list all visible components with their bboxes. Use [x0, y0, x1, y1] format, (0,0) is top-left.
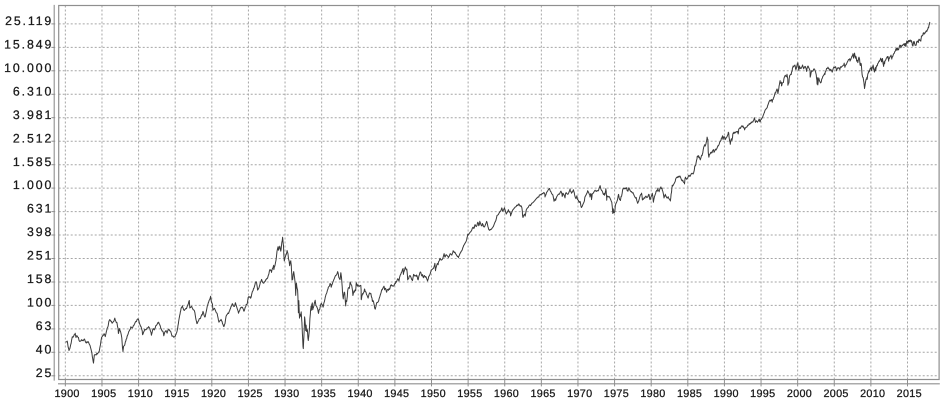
svg-text:2.512: 2.512	[13, 131, 53, 145]
svg-text:100: 100	[27, 296, 53, 310]
svg-text:10.000: 10.000	[4, 61, 53, 75]
svg-text:1900: 1900	[54, 388, 79, 400]
svg-text:1970: 1970	[567, 388, 592, 400]
svg-text:1925: 1925	[238, 388, 263, 400]
svg-text:2005: 2005	[823, 388, 848, 400]
svg-text:1990: 1990	[714, 388, 739, 400]
svg-text:1945: 1945	[384, 388, 409, 400]
svg-text:3.981: 3.981	[13, 108, 53, 122]
svg-text:1910: 1910	[128, 388, 153, 400]
svg-text:2015: 2015	[897, 388, 922, 400]
svg-text:1955: 1955	[457, 388, 482, 400]
svg-text:1985: 1985	[677, 388, 702, 400]
svg-text:1980: 1980	[640, 388, 665, 400]
svg-text:1935: 1935	[311, 388, 336, 400]
svg-text:1960: 1960	[494, 388, 519, 400]
svg-text:631: 631	[27, 202, 53, 216]
svg-text:1975: 1975	[604, 388, 629, 400]
svg-text:1940: 1940	[347, 388, 372, 400]
svg-text:25: 25	[36, 366, 53, 380]
svg-text:2000: 2000	[787, 388, 812, 400]
svg-text:1950: 1950	[421, 388, 446, 400]
svg-text:6.310: 6.310	[13, 84, 53, 98]
svg-text:1.000: 1.000	[13, 178, 53, 192]
svg-text:40: 40	[36, 342, 53, 356]
svg-text:1.585: 1.585	[13, 155, 53, 169]
svg-text:1930: 1930	[274, 388, 299, 400]
svg-text:15.849: 15.849	[4, 38, 53, 52]
svg-text:63: 63	[36, 319, 53, 333]
svg-text:398: 398	[27, 225, 53, 239]
svg-text:1915: 1915	[164, 388, 189, 400]
svg-text:1905: 1905	[91, 388, 116, 400]
svg-text:1965: 1965	[530, 388, 555, 400]
svg-text:25.119: 25.119	[5, 14, 53, 28]
svg-text:1920: 1920	[201, 388, 226, 400]
svg-text:158: 158	[27, 272, 53, 286]
svg-text:251: 251	[27, 249, 53, 263]
svg-text:1995: 1995	[750, 388, 775, 400]
svg-text:2010: 2010	[860, 388, 885, 400]
